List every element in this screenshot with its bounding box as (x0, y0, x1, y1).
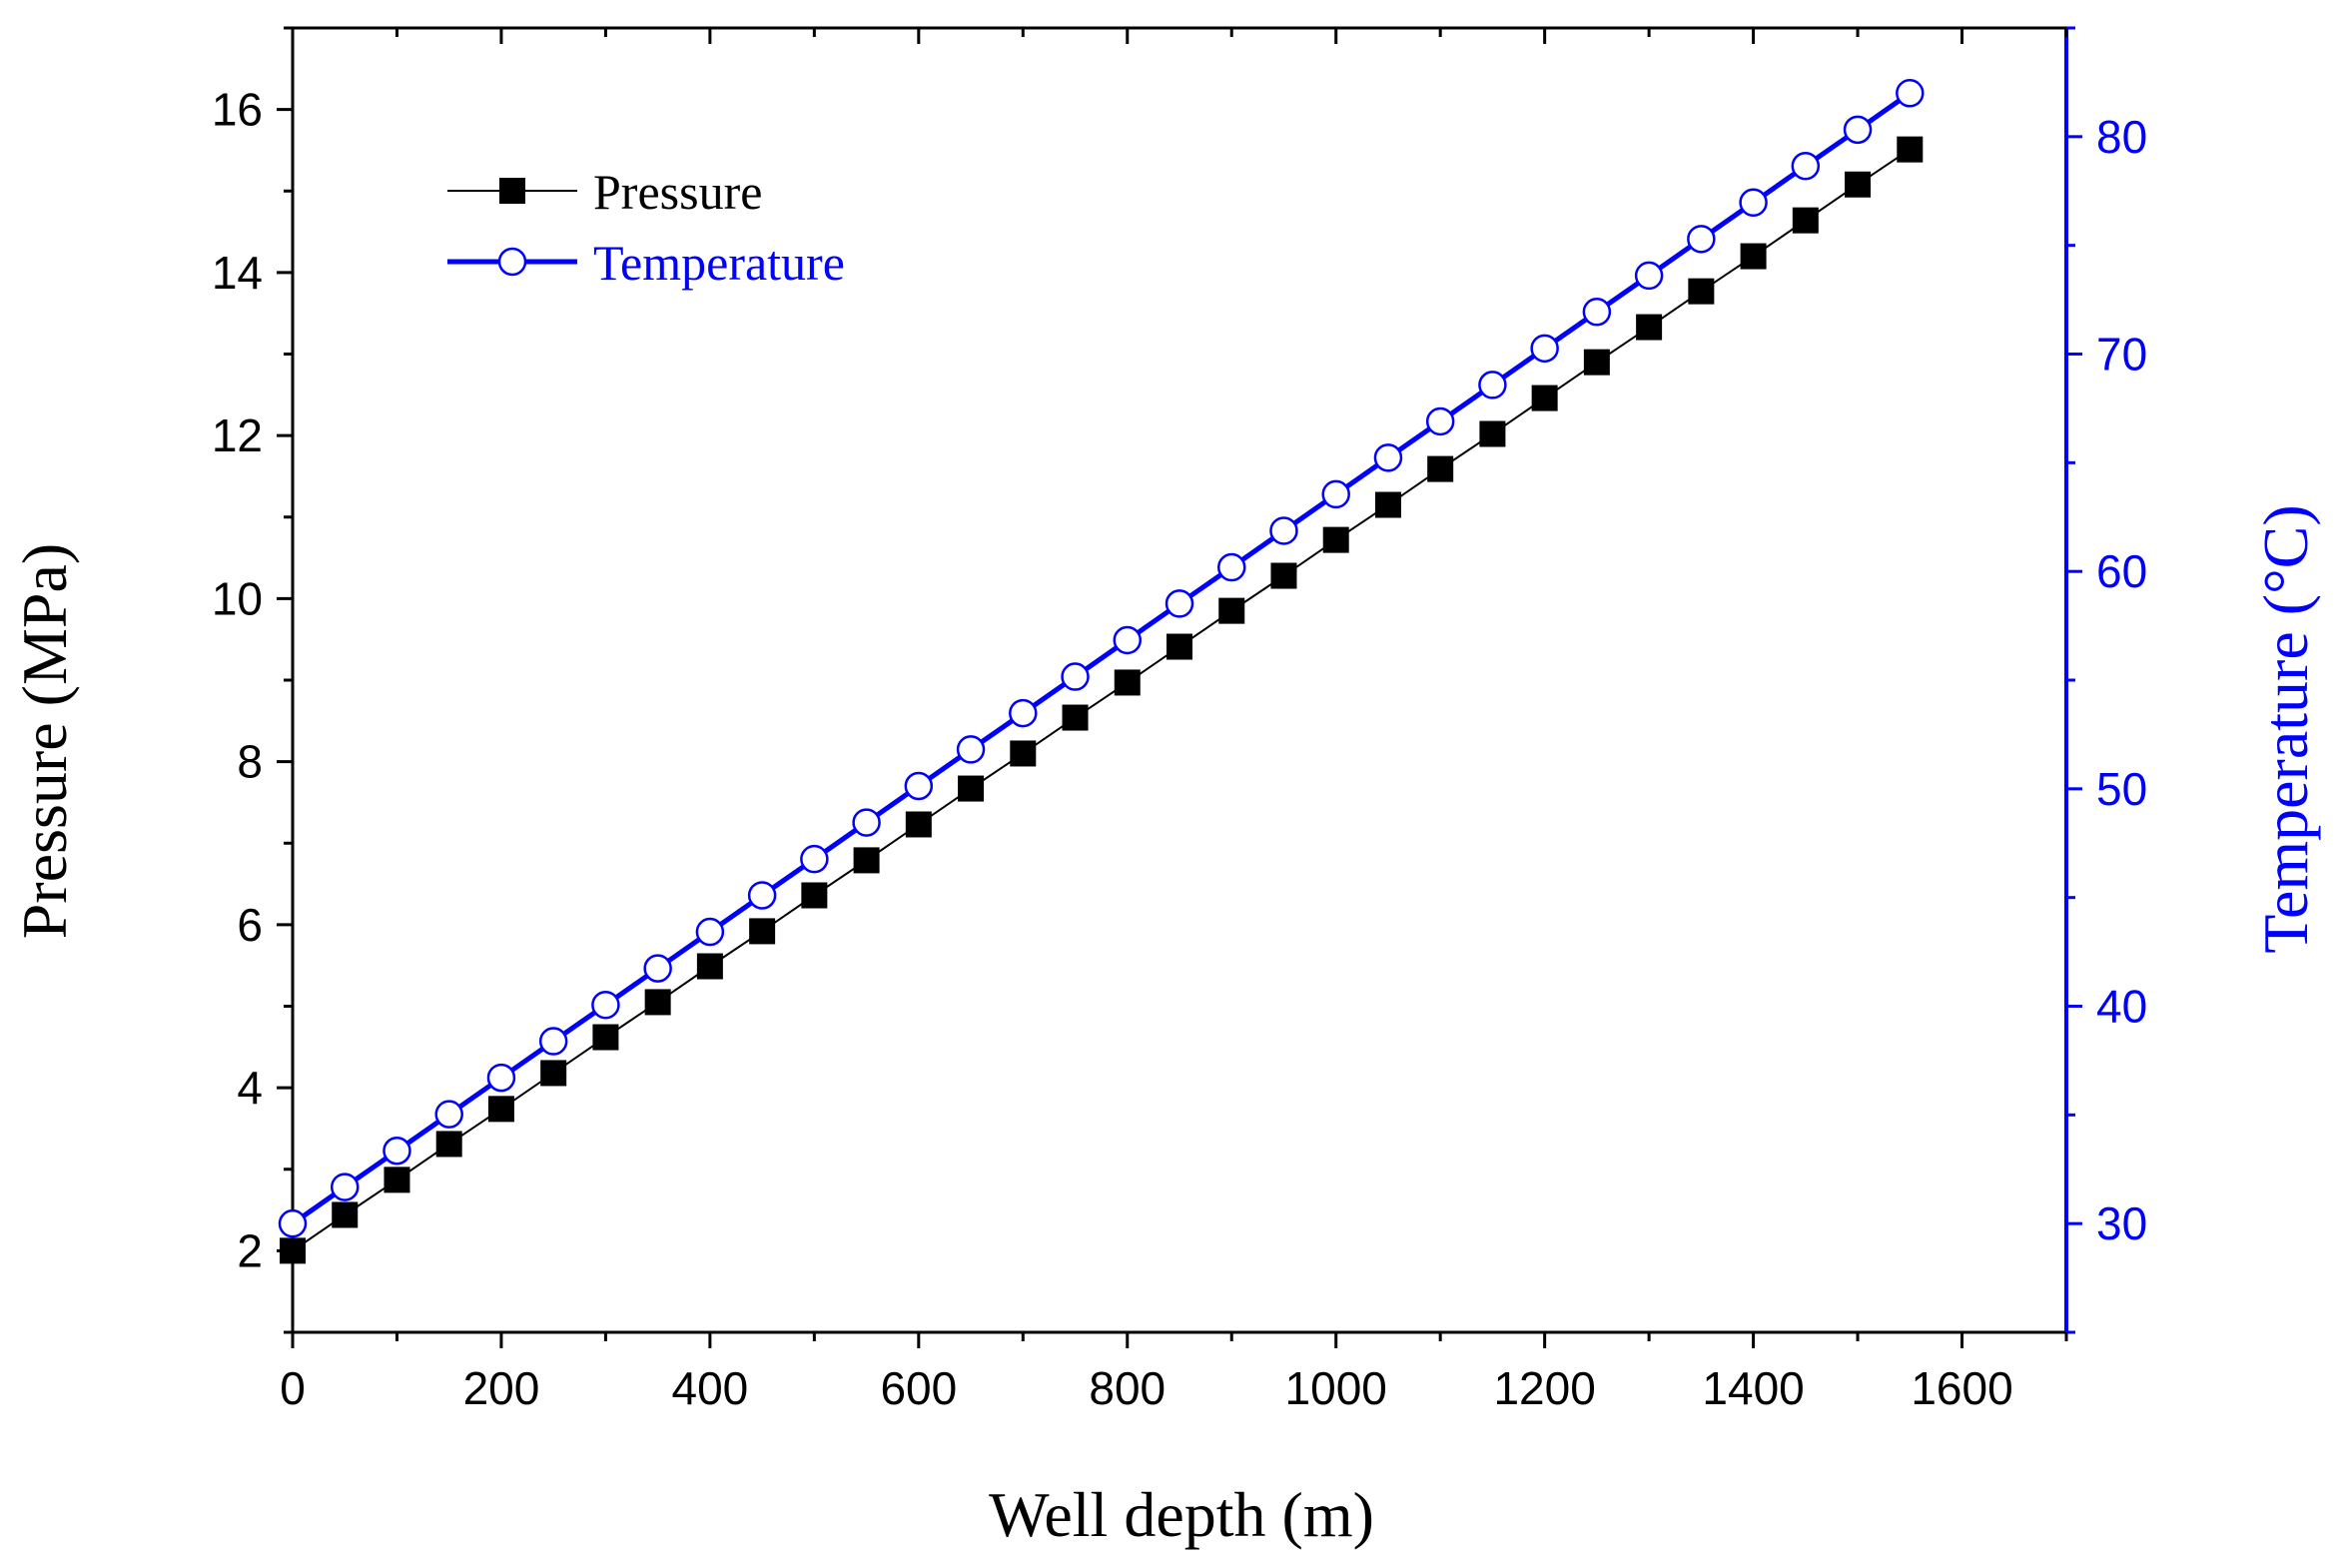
pressure-point (280, 1237, 306, 1264)
temperature-point (1739, 188, 1768, 218)
y-axis-title: Pressure (MPa) (9, 543, 80, 939)
temperature-point (1216, 552, 1246, 582)
x-tick-label: 200 (463, 1362, 540, 1414)
x-axis-title: Well depth (m) (989, 1479, 1374, 1550)
temperature-point (591, 990, 620, 1020)
y-tick-label: 6 (237, 899, 263, 951)
temperature-point (1009, 698, 1038, 728)
axes: 0 200 400 600 800 1000 1200 1400 1600 2 4 6 8 10 12 14 1… (212, 26, 2147, 1414)
temperature-point (1373, 443, 1403, 472)
temperature-point (852, 808, 881, 837)
y-tick-label: 16 (212, 84, 263, 136)
pressure-point (487, 1096, 514, 1123)
pressure-point (1636, 314, 1663, 341)
legend-temperature-marker (497, 247, 527, 277)
pressure-point (1740, 243, 1767, 270)
pressure-point (1688, 278, 1715, 305)
y-tick-label: 4 (237, 1062, 263, 1114)
temperature-point (1634, 261, 1664, 291)
temperature-point (1791, 151, 1821, 181)
pressure-point (1270, 562, 1297, 589)
series-layer (278, 79, 1925, 1264)
temperature-point (747, 881, 777, 910)
temperature-point (1269, 516, 1298, 545)
y2-tick-label: 30 (2096, 1197, 2147, 1249)
pressure-point (1531, 385, 1558, 411)
temperature-point (1113, 625, 1143, 655)
x-tick-label: 0 (280, 1362, 306, 1414)
pressure-point (1897, 136, 1924, 163)
pressure-point (958, 775, 985, 802)
pressure-point (853, 847, 880, 874)
pressure-point (1010, 740, 1037, 767)
pressure-point (1583, 349, 1610, 376)
temperature-point (1687, 225, 1716, 254)
y2-tick-label: 70 (2096, 329, 2147, 381)
y-tick-label: 8 (237, 736, 263, 788)
y-tick-label: 10 (212, 572, 263, 624)
temperature-point (330, 1173, 360, 1201)
pressure-point (1792, 207, 1819, 234)
temperature-point (1530, 334, 1559, 364)
temperature-point (1165, 589, 1194, 618)
pressure-point (905, 811, 932, 838)
x-tick-label: 1400 (1702, 1362, 1804, 1414)
pressure-point (1845, 171, 1872, 198)
x-tick-label: 400 (672, 1362, 749, 1414)
pressure-point (1114, 669, 1141, 696)
x-tick-label: 1000 (1285, 1362, 1387, 1414)
pressure-point (1479, 420, 1506, 447)
pressure-point (1218, 597, 1245, 624)
x-tick-label: 1600 (1911, 1362, 2012, 1414)
pressure-point (1167, 633, 1192, 660)
y-tick-label: 14 (212, 247, 263, 299)
temperature-point (1896, 79, 1925, 108)
pressure-point (1062, 704, 1089, 731)
temperature-point (1061, 662, 1090, 691)
legend: Pressure Temperature (447, 164, 845, 291)
temperature-point (1582, 298, 1612, 327)
pressure-point (696, 953, 723, 980)
y2-tick-label: 60 (2096, 545, 2147, 597)
y-tick-label: 2 (237, 1224, 263, 1276)
y-tick-label: 12 (212, 409, 263, 461)
x-tick-label: 800 (1089, 1362, 1166, 1414)
temperature-point (278, 1208, 308, 1238)
legend-pressure-marker (499, 178, 525, 204)
legend-temperature-label: Temperature (593, 235, 845, 291)
pressure-point (540, 1060, 567, 1087)
pressure-point (801, 882, 828, 909)
temperature-point (800, 844, 829, 874)
pressure-point (1374, 491, 1401, 518)
x-tick-label: 600 (880, 1362, 957, 1414)
temperature-point (383, 1136, 411, 1166)
temperature-point (695, 917, 725, 947)
legend-pressure-label: Pressure (593, 164, 762, 220)
pressure-point (384, 1167, 410, 1193)
temperature-point (538, 1027, 568, 1056)
x-tick-label: 1200 (1493, 1362, 1595, 1414)
pressure-point (644, 989, 671, 1016)
pressure-point (592, 1024, 619, 1051)
pressure-point (1322, 526, 1349, 553)
pressure-series-line (292, 148, 1911, 1252)
temperature-point (956, 735, 986, 764)
temperature-point (1843, 115, 1873, 145)
pressure-point (332, 1201, 359, 1228)
temperature-point (486, 1063, 516, 1093)
y2-axis-title: Temperature (°C) (2250, 504, 2321, 953)
pressure-point (435, 1131, 462, 1158)
temperature-point (1425, 406, 1455, 436)
y2-tick-label: 40 (2096, 981, 2147, 1033)
temperature-point (434, 1100, 463, 1129)
temperature-point (1478, 371, 1507, 399)
y2-tick-label: 80 (2096, 111, 2147, 163)
temperature-point (1321, 479, 1350, 509)
y2-tick-label: 50 (2096, 763, 2147, 815)
temperature-point (904, 771, 934, 801)
pressure-point (1427, 455, 1454, 482)
pressure-point (749, 918, 776, 945)
temperature-point (643, 954, 672, 983)
